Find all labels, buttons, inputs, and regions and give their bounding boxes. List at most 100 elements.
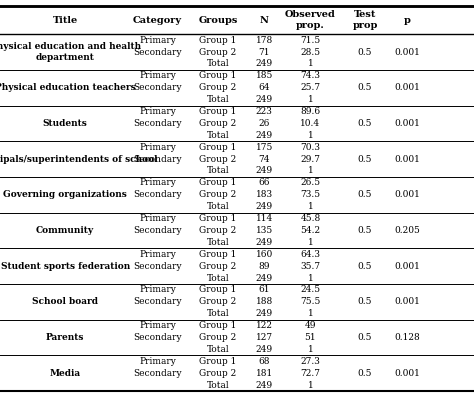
Text: Group 1: Group 1 — [200, 36, 237, 45]
Text: 24.5: 24.5 — [301, 285, 320, 294]
Text: Group 2: Group 2 — [200, 262, 237, 271]
Text: Secondary: Secondary — [133, 298, 182, 306]
Text: Group 2: Group 2 — [200, 190, 237, 199]
Text: 0.5: 0.5 — [358, 226, 372, 235]
Text: 249: 249 — [255, 167, 273, 176]
Text: 249: 249 — [255, 131, 273, 140]
Text: Total: Total — [207, 95, 229, 104]
Text: Students: Students — [43, 119, 88, 128]
Text: 1: 1 — [308, 238, 313, 247]
Text: Secondary: Secondary — [133, 226, 182, 235]
Text: Primary: Primary — [139, 107, 176, 116]
Text: 0.5: 0.5 — [358, 154, 372, 163]
Text: Primary: Primary — [139, 321, 176, 330]
Text: Group 1: Group 1 — [200, 214, 237, 223]
Text: Primary: Primary — [139, 143, 176, 152]
Text: Community: Community — [36, 226, 94, 235]
Text: 64: 64 — [258, 83, 270, 92]
Text: 223: 223 — [256, 107, 273, 116]
Text: Secondary: Secondary — [133, 119, 182, 128]
Text: 1: 1 — [308, 95, 313, 104]
Text: 249: 249 — [255, 95, 273, 104]
Text: 61: 61 — [258, 285, 270, 294]
Text: 70.3: 70.3 — [301, 143, 320, 152]
Text: Group 1: Group 1 — [200, 250, 237, 259]
Text: 45.8: 45.8 — [301, 214, 320, 223]
Text: Group 1: Group 1 — [200, 285, 237, 294]
Text: 249: 249 — [255, 345, 273, 354]
Text: Primary: Primary — [139, 357, 176, 366]
Text: Group 2: Group 2 — [200, 298, 237, 306]
Text: Total: Total — [207, 380, 229, 389]
Text: 0.001: 0.001 — [395, 262, 420, 271]
Text: 0.001: 0.001 — [395, 119, 420, 128]
Text: 49: 49 — [305, 321, 316, 330]
Text: Student sports federation: Student sports federation — [0, 262, 130, 271]
Text: 175: 175 — [255, 143, 273, 152]
Text: Group 2: Group 2 — [200, 154, 237, 163]
Text: Parents: Parents — [46, 333, 84, 342]
Text: 72.7: 72.7 — [301, 369, 320, 378]
Text: Group 1: Group 1 — [200, 357, 237, 366]
Text: Principals/superintendents of school: Principals/superintendents of school — [0, 154, 157, 163]
Text: Group 2: Group 2 — [200, 333, 237, 342]
Text: Group 1: Group 1 — [200, 178, 237, 187]
Text: 0.001: 0.001 — [395, 190, 420, 199]
Text: 0.5: 0.5 — [358, 83, 372, 92]
Text: Group 2: Group 2 — [200, 119, 237, 128]
Text: 0.001: 0.001 — [395, 48, 420, 57]
Text: Secondary: Secondary — [133, 369, 182, 378]
Text: 71.5: 71.5 — [301, 36, 320, 45]
Text: Title: Title — [53, 16, 78, 24]
Text: N: N — [260, 16, 269, 24]
Text: 73.5: 73.5 — [301, 190, 320, 199]
Text: Primary: Primary — [139, 36, 176, 45]
Text: 89.6: 89.6 — [301, 107, 320, 116]
Text: Total: Total — [207, 202, 229, 211]
Text: Secondary: Secondary — [133, 83, 182, 92]
Text: Category: Category — [133, 16, 182, 24]
Text: 68: 68 — [258, 357, 270, 366]
Text: Group 1: Group 1 — [200, 71, 237, 80]
Text: Group 2: Group 2 — [200, 369, 237, 378]
Text: 0.5: 0.5 — [358, 262, 372, 271]
Text: Total: Total — [207, 274, 229, 283]
Text: 0.5: 0.5 — [358, 333, 372, 342]
Text: 74.3: 74.3 — [301, 71, 320, 80]
Text: Groups: Groups — [198, 16, 238, 24]
Text: Primary: Primary — [139, 250, 176, 259]
Text: 122: 122 — [256, 321, 273, 330]
Text: 0.5: 0.5 — [358, 298, 372, 306]
Text: 185: 185 — [255, 71, 273, 80]
Text: 29.7: 29.7 — [301, 154, 320, 163]
Text: 0.5: 0.5 — [358, 369, 372, 378]
Text: Total: Total — [207, 131, 229, 140]
Text: Secondary: Secondary — [133, 48, 182, 57]
Text: Secondary: Secondary — [133, 262, 182, 271]
Text: 160: 160 — [255, 250, 273, 259]
Text: 1: 1 — [308, 202, 313, 211]
Text: Total: Total — [207, 238, 229, 247]
Text: Secondary: Secondary — [133, 190, 182, 199]
Text: 0.205: 0.205 — [395, 226, 420, 235]
Text: 89: 89 — [258, 262, 270, 271]
Text: 74: 74 — [258, 154, 270, 163]
Text: 0.001: 0.001 — [395, 83, 420, 92]
Text: Group 1: Group 1 — [200, 143, 237, 152]
Text: Total: Total — [207, 345, 229, 354]
Text: 27.3: 27.3 — [301, 357, 320, 366]
Text: 135: 135 — [255, 226, 273, 235]
Text: 10.4: 10.4 — [301, 119, 320, 128]
Text: School board: School board — [32, 298, 98, 306]
Text: 66: 66 — [258, 178, 270, 187]
Text: Total: Total — [207, 309, 229, 318]
Text: 1: 1 — [308, 309, 313, 318]
Text: 1: 1 — [308, 131, 313, 140]
Text: 249: 249 — [255, 238, 273, 247]
Text: Total: Total — [207, 59, 229, 68]
Text: Total: Total — [207, 167, 229, 176]
Text: 0.5: 0.5 — [358, 119, 372, 128]
Text: 1: 1 — [308, 380, 313, 389]
Text: 178: 178 — [255, 36, 273, 45]
Text: 249: 249 — [255, 59, 273, 68]
